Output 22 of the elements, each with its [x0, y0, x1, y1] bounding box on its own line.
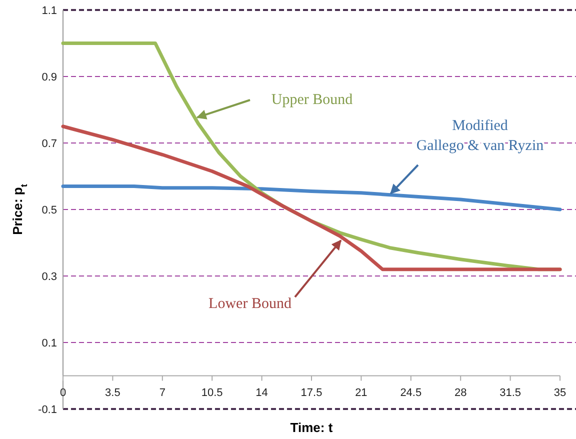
x-tick-label: 35: [554, 386, 566, 399]
x-tick-label: 21: [355, 386, 368, 399]
x-tick-label: 0: [60, 386, 66, 399]
y-tick-label: -0.1: [38, 404, 57, 416]
x-tick-label: 14: [256, 386, 268, 399]
x-tick-label: 31.5: [500, 386, 522, 399]
y-tick-label: 0.3: [42, 271, 57, 283]
x-axis-title: Time: t: [290, 420, 334, 435]
text: Lower Bound: [208, 296, 292, 312]
y-tick-label: 0.9: [42, 72, 57, 84]
y-tick-label: 0.5: [42, 204, 57, 216]
x-tick-label: 24.5: [400, 386, 422, 399]
x-tick-label: 7: [159, 386, 166, 399]
x-tick-label: 10.5: [201, 386, 223, 399]
line-series: [61, 184, 562, 212]
y-tick-label: 0.1: [42, 338, 57, 350]
x-tick-label: 28: [454, 386, 467, 399]
y-tick-label: 1.1: [42, 5, 57, 17]
x-tick-label: 3.5: [105, 386, 120, 399]
text: Upper Bound: [271, 92, 354, 108]
y-tick-label: 0.7: [42, 138, 57, 150]
x-tick-label: 17.5: [300, 386, 322, 399]
